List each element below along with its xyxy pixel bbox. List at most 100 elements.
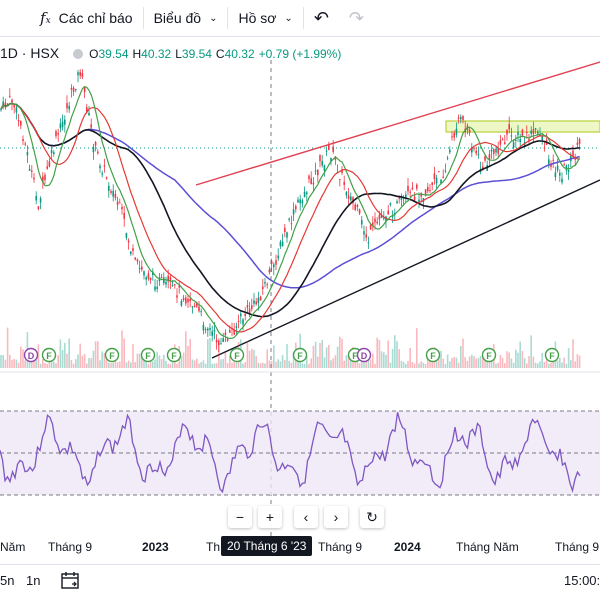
volume-bar [435, 358, 438, 368]
candle-body [572, 150, 574, 156]
volume-bar [145, 362, 147, 368]
reset-chart-button[interactable]: ↻ [360, 506, 384, 528]
volume-bar [497, 362, 499, 368]
candle-body [556, 165, 559, 171]
candle-body [301, 200, 304, 204]
candle-body [550, 163, 552, 167]
candle-body [374, 218, 376, 223]
candle-body [198, 306, 200, 312]
financial-marker[interactable] [425, 347, 441, 363]
financial-marker[interactable] [292, 347, 308, 363]
volume-bar [532, 356, 535, 368]
financial-marker[interactable] [481, 347, 497, 363]
undo-button[interactable]: ↶ [304, 0, 339, 36]
redo-button[interactable]: ↷ [339, 0, 374, 36]
volume-bar [385, 355, 387, 368]
scroll-left-button[interactable]: ‹ [294, 506, 318, 528]
candle-body [196, 302, 198, 307]
upper-trendline[interactable] [195, 61, 600, 186]
dividend-marker[interactable] [356, 347, 372, 363]
candle-body [495, 148, 497, 153]
ma-long-line [40, 128, 580, 289]
volume-bar [152, 361, 154, 368]
candle-body [9, 95, 11, 97]
candle-body [517, 132, 519, 136]
candle-body [490, 149, 493, 152]
volume-bar [510, 358, 513, 368]
volume-bar [400, 360, 403, 368]
indicators-button[interactable]: fx Các chỉ báo [0, 0, 143, 36]
candle-body [105, 177, 108, 179]
candle-body [429, 189, 431, 191]
volume-bar [449, 361, 451, 368]
candle-body [147, 273, 150, 279]
candle-body [512, 142, 515, 148]
financial-marker[interactable] [544, 347, 560, 363]
volume-bar [101, 351, 103, 368]
chart-type-dropdown[interactable]: Biểu đồ ⌄ [144, 0, 228, 36]
volume-bar [108, 362, 110, 368]
candle-body [284, 227, 286, 233]
volume-bar [163, 354, 165, 368]
range-5n-button[interactable]: 5n [0, 573, 15, 588]
volume-bar [341, 338, 343, 368]
date-range-button[interactable] [60, 570, 80, 593]
zoom-out-button[interactable]: − [228, 506, 252, 528]
volume-bar [422, 362, 425, 368]
volume-bar [42, 359, 44, 368]
volume-bar [262, 362, 264, 368]
candle-body [308, 175, 310, 179]
financial-marker[interactable] [140, 347, 156, 363]
candle-body [204, 329, 207, 331]
volume-bar [407, 360, 409, 368]
indicators-label: Các chỉ báo [58, 10, 133, 26]
volume-bar [321, 340, 323, 368]
candle-body [207, 328, 209, 331]
candle-body [444, 170, 447, 172]
volume-bar [191, 359, 194, 368]
candle-body [70, 87, 73, 90]
axis-label: Tháng 9 [318, 540, 363, 554]
volume-bar [35, 360, 37, 368]
dividend-marker[interactable] [23, 347, 39, 363]
chart-type-label: Biểu đồ [153, 10, 202, 26]
volume-bar [457, 362, 460, 368]
lower-trendline[interactable] [211, 179, 600, 359]
volume-bar [570, 360, 572, 368]
volume-bar [424, 363, 427, 368]
volume-bar [486, 360, 488, 368]
candle-body [277, 255, 279, 259]
zoom-in-button[interactable]: + [258, 506, 282, 528]
volume-bar [482, 355, 484, 368]
candle-body [376, 221, 378, 224]
financial-marker[interactable] [104, 347, 120, 363]
volume-bar [444, 363, 447, 368]
candle-body [112, 190, 114, 197]
range-1n-button[interactable]: 1n [26, 573, 41, 588]
financial-marker[interactable] [41, 347, 57, 363]
candle-body [4, 102, 7, 108]
volume-bar [253, 350, 255, 368]
scroll-right-button[interactable]: › [324, 506, 348, 528]
volume-bar [220, 359, 222, 368]
volume-bar [312, 345, 315, 368]
candle-body [229, 329, 231, 333]
financial-marker[interactable] [166, 347, 182, 363]
candle-body [409, 191, 411, 193]
candle-body [209, 327, 211, 330]
volume-bar [259, 363, 262, 368]
candle-body [292, 209, 295, 215]
candle-body [110, 191, 112, 193]
candle-body [446, 157, 449, 159]
financial-marker[interactable] [229, 347, 245, 363]
volume-bar [521, 351, 524, 368]
volume-bar [171, 359, 174, 368]
candle-body [103, 165, 106, 167]
volume-bar [479, 355, 482, 368]
volume-bar [534, 362, 537, 368]
profile-dropdown[interactable]: Hồ sơ ⌄ [228, 0, 302, 36]
candle-body [99, 165, 101, 169]
marker-letter: F [430, 351, 436, 361]
candle-body [332, 146, 334, 152]
